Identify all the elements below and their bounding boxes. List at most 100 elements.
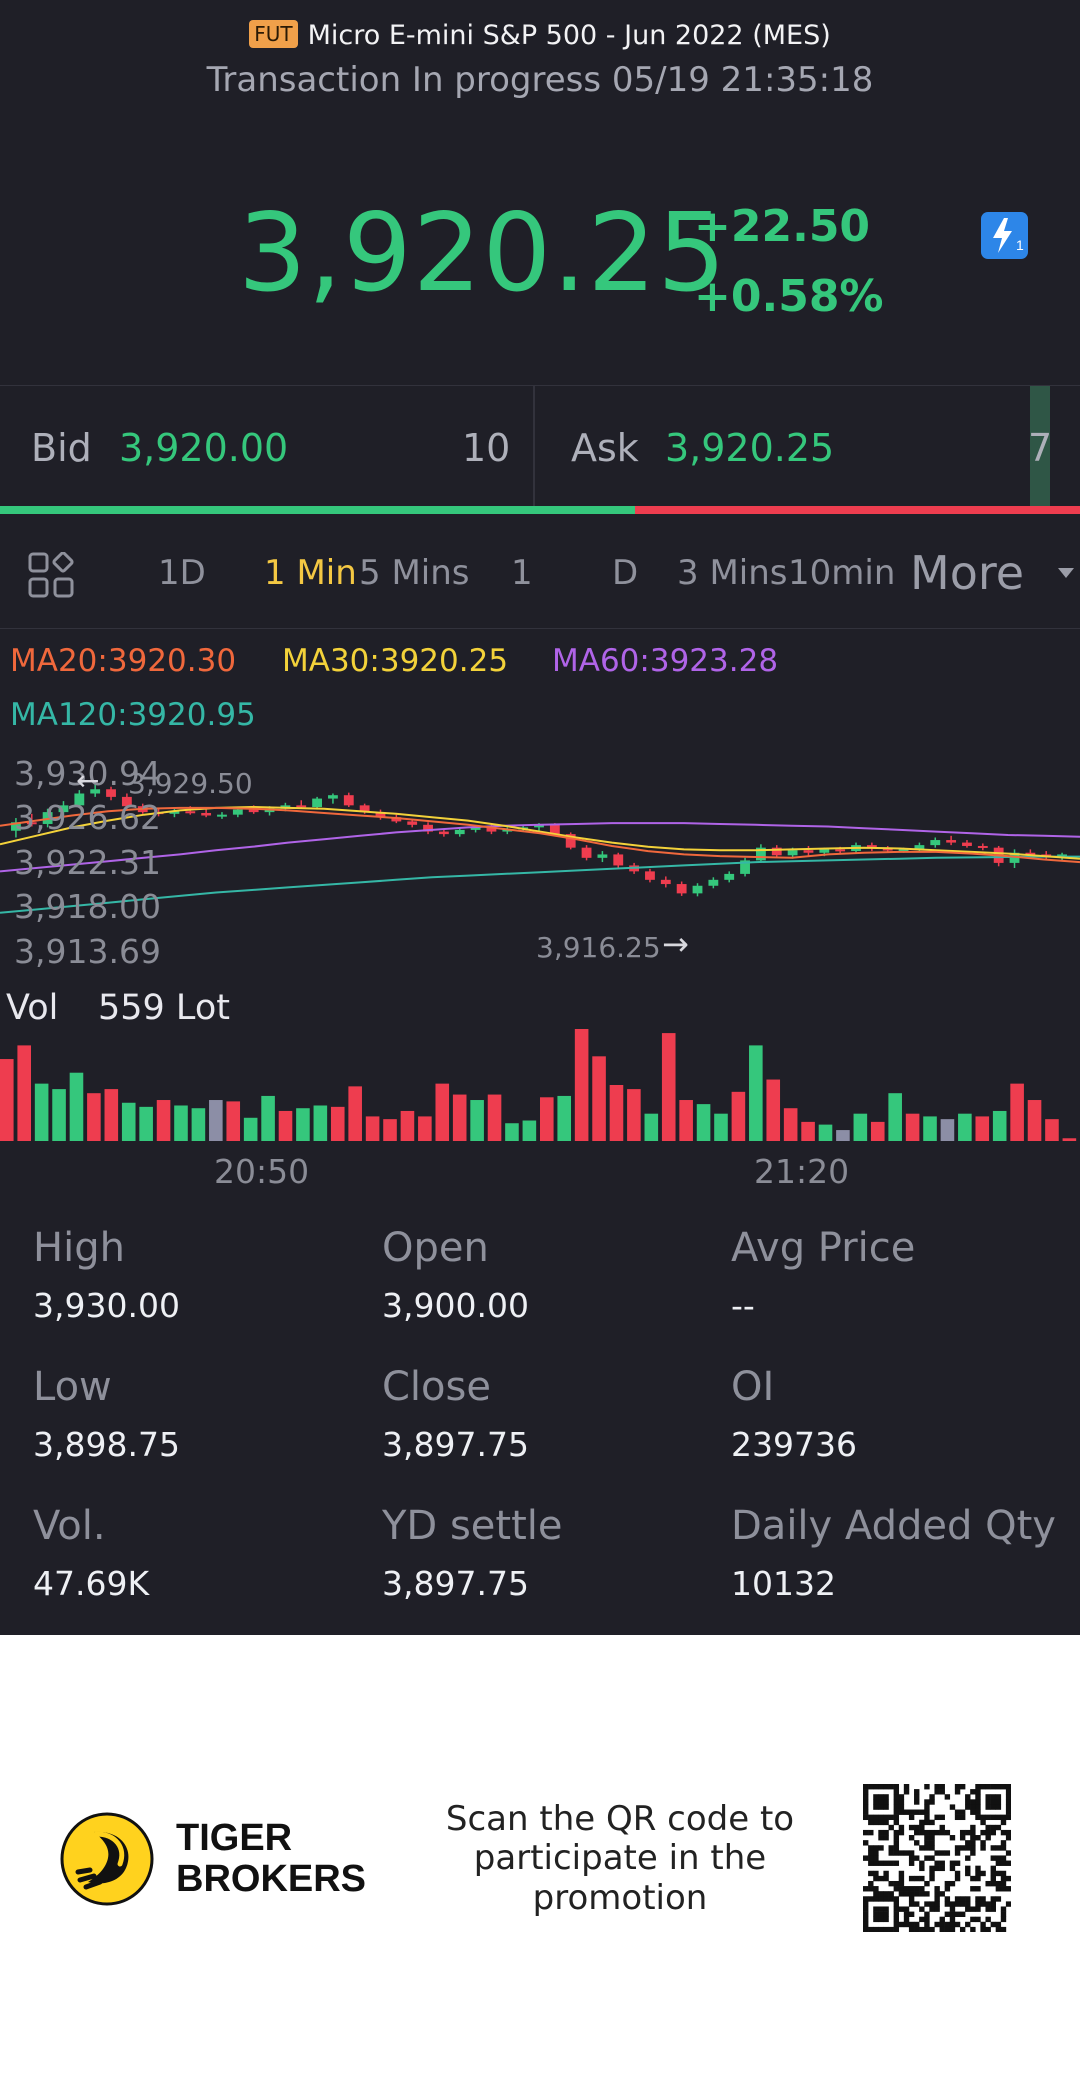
volume-bar [1027,1100,1042,1141]
qr-code[interactable] [863,1784,1011,1932]
qr-module [908,1875,915,1882]
volume-bar [34,1083,49,1141]
qr-module [980,1896,986,1902]
qr-module [919,1891,925,1897]
candle [185,811,196,814]
qr-module [934,1860,940,1866]
bid-quantity: 10 [462,426,511,470]
qr-module [990,1865,996,1872]
qr-module [883,1819,889,1826]
qr-module [954,1921,961,1928]
tab-1min[interactable]: 1 Min [264,553,357,593]
candlestick-chart[interactable] [0,740,1080,970]
qr-module [878,1829,884,1836]
qr-module [1000,1814,1007,1821]
qr-module [1000,1855,1007,1861]
qr-module [893,1809,900,1815]
candle [328,795,338,799]
tab-1[interactable]: 1 [511,553,533,593]
qr-module [863,1809,869,1815]
qr-module [944,1850,951,1856]
candle [930,840,941,846]
qr-module [975,1784,981,1790]
bid-ask-row: Bid 3,920.00 10 Ask 3,920.25 7 [0,385,1080,509]
qr-module [888,1850,894,1856]
qr-module [949,1901,956,1907]
qr-module [980,1870,986,1877]
candle [407,821,418,825]
candle [470,827,481,830]
qr-module [924,1845,930,1851]
layout-grid-icon[interactable] [28,552,74,598]
qr-module [929,1906,935,1912]
volume-bar [905,1113,920,1141]
qr-module [934,1921,940,1928]
qr-module [903,1886,910,1892]
futures-badge: FUT [249,20,298,48]
qr-module [878,1804,884,1810]
qr-module [914,1886,920,1892]
lightning-trade-icon[interactable]: 1 [981,212,1028,259]
qr-module [893,1896,900,1902]
stat-vol-value: 47.69K [33,1564,150,1603]
candle [1025,852,1036,855]
candle [248,809,259,813]
candle [581,847,592,858]
qr-module [914,1921,920,1928]
tab-d[interactable]: D [612,553,639,593]
qr-module [1005,1804,1011,1810]
qr-module [985,1835,991,1841]
qr-module [990,1870,996,1877]
qr-module [919,1860,925,1866]
tab-5mins[interactable]: 5 Mins [359,553,470,593]
ask-price[interactable]: 3,920.25 [665,426,835,470]
volume-bar [52,1089,66,1141]
qr-module [949,1916,956,1923]
volume-bar [1045,1119,1059,1141]
stat-oi-label: OI [731,1364,775,1410]
qr-module [939,1865,945,1872]
qr-module [975,1896,981,1902]
qr-module [1000,1860,1007,1866]
volume-bar [540,1097,554,1141]
qr-module [878,1891,884,1897]
qr-module [863,1840,869,1846]
tab-1d[interactable]: 1D [158,553,206,593]
volume-bar [226,1101,241,1141]
qr-module [893,1789,900,1795]
stat-low-label: Low [33,1364,112,1410]
y-tick-label: 3,913.69 [14,932,161,971]
chevron-down-icon[interactable] [1058,568,1074,578]
qr-module [898,1824,905,1831]
candle [438,831,449,835]
qr-module [898,1880,905,1887]
ma60-label: MA60:3923.28 [552,643,779,679]
qr-module [903,1911,910,1917]
stat-yd-settle-label: YD settle [382,1503,563,1549]
qr-module [908,1901,915,1907]
qr-module [878,1835,884,1841]
qr-module [934,1896,940,1902]
candle [914,845,925,850]
qr-module [883,1906,889,1912]
tab-more[interactable]: More [910,546,1025,600]
volume-chart[interactable] [0,1025,1080,1141]
qr-module [959,1901,966,1907]
candle [534,824,544,828]
tab-3mins[interactable]: 3 Mins [677,553,788,593]
qr-module [980,1845,986,1851]
qr-module [868,1886,874,1892]
candle [121,796,132,807]
qr-module [934,1850,940,1856]
qr-module [959,1845,966,1851]
qr-module [995,1921,1002,1928]
qr-module [868,1855,874,1861]
qr-module [985,1799,991,1805]
bid-price[interactable]: 3,920.00 [119,426,289,470]
volume-bar [836,1130,850,1141]
qr-module [980,1926,986,1932]
tab-10min[interactable]: 10min [788,553,896,593]
qr-module [898,1891,905,1897]
volume-bar [731,1091,746,1141]
qr-module [893,1921,900,1928]
